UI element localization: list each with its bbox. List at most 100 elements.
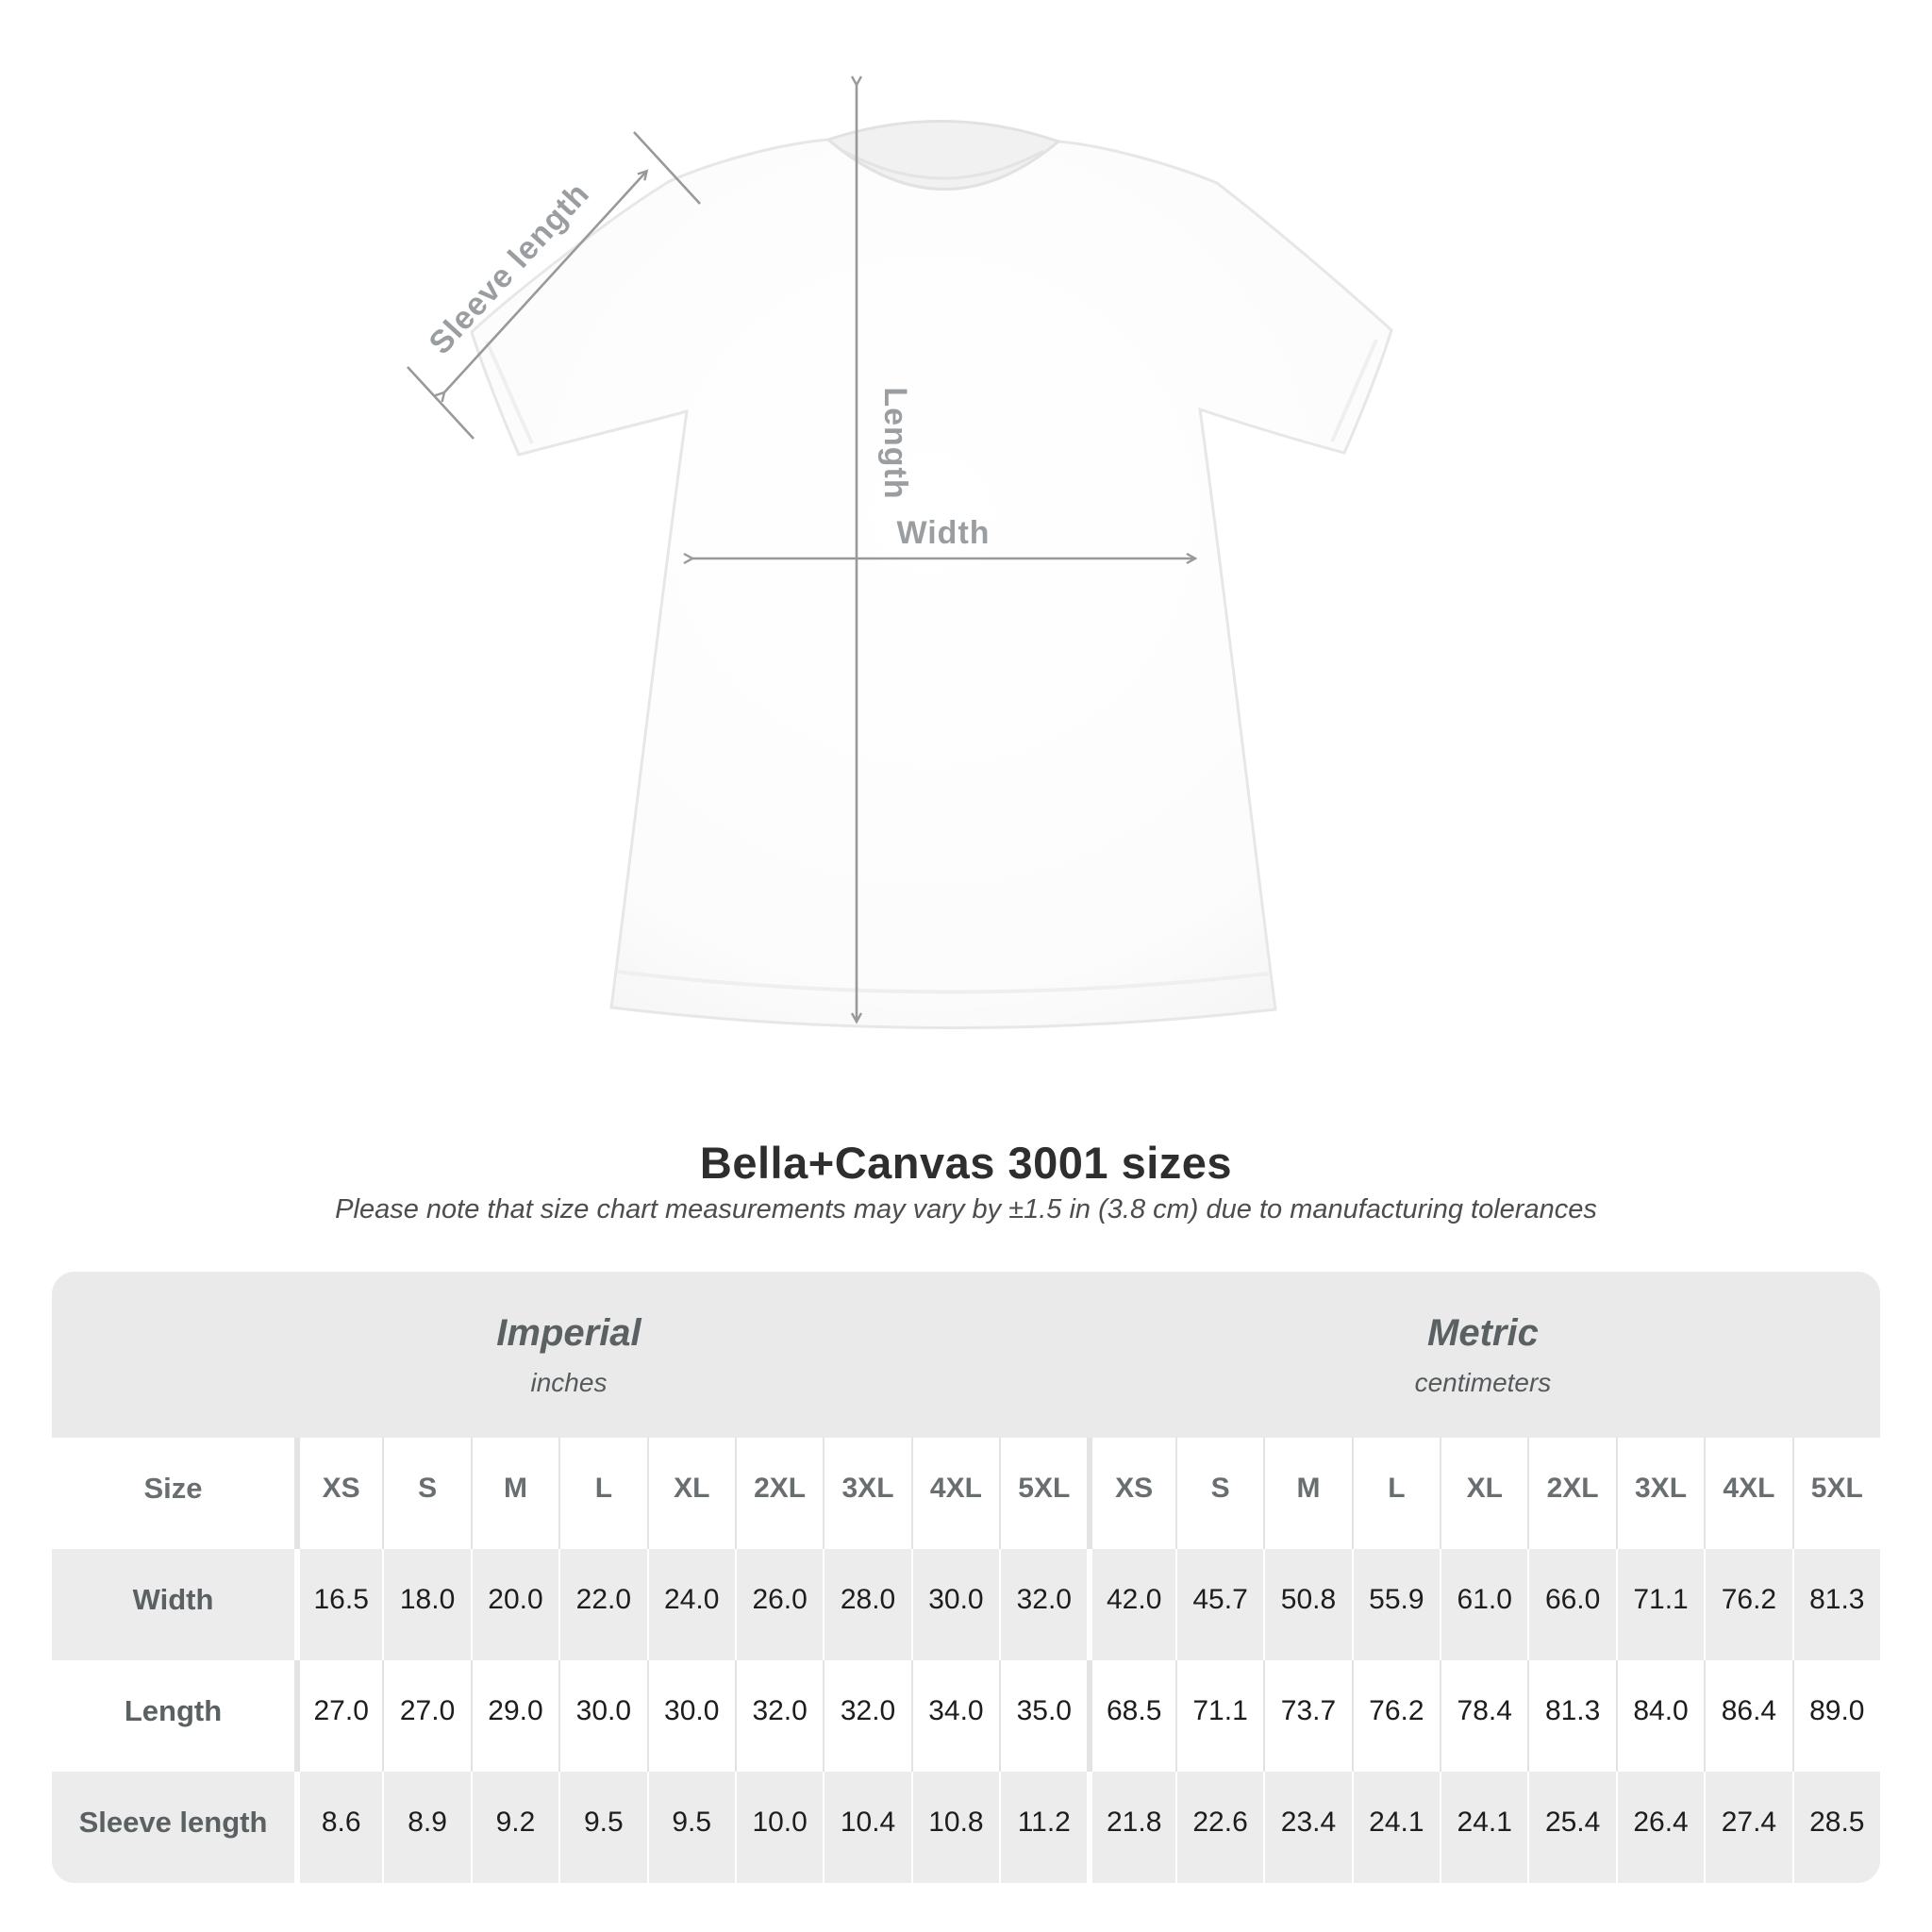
length-imperial-2xl: 32.0 — [734, 1660, 823, 1772]
size-header-metric-l: L — [1351, 1438, 1440, 1549]
row-label-length: Length — [124, 1694, 223, 1727]
tshirt-collar-opening — [824, 120, 1062, 191]
length-imperial-m: 29.0 — [470, 1660, 558, 1772]
sleeve-imperial-m: 9.2 — [470, 1772, 558, 1883]
size-header-imperial-l: L — [558, 1438, 646, 1549]
sleeve-imperial-l: 9.5 — [558, 1772, 646, 1883]
size-header-imperial-3xl: 3XL — [823, 1438, 910, 1549]
size-header-metric-xs: XS — [1087, 1438, 1174, 1549]
size-table: Imperial inches Metric centimeters Size … — [52, 1272, 1880, 1883]
width-imperial-5xl: 32.0 — [999, 1549, 1087, 1660]
sleeve-metric-s: 22.6 — [1174, 1772, 1263, 1883]
sleeve-imperial-5xl: 11.2 — [999, 1772, 1087, 1883]
length-label: Length — [877, 387, 913, 499]
imperial-title: Imperial — [496, 1311, 641, 1354]
length-metric-xs: 68.5 — [1087, 1660, 1174, 1772]
size-header-metric-5xl: 5XL — [1791, 1438, 1880, 1549]
tolerance-note: Please note that size chart measurements… — [335, 1194, 1597, 1224]
length-metric-m: 73.7 — [1263, 1660, 1351, 1772]
width-metric-l: 55.9 — [1351, 1549, 1440, 1660]
sleeve-imperial-xl: 9.5 — [646, 1772, 735, 1883]
length-metric-l: 76.2 — [1351, 1660, 1440, 1772]
length-imperial-4xl: 34.0 — [910, 1660, 999, 1772]
sleeve-imperial-3xl: 10.4 — [823, 1772, 910, 1883]
metric-title: Metric — [1427, 1311, 1539, 1354]
width-imperial-xs: 16.5 — [294, 1549, 382, 1660]
tshirt-body — [470, 138, 1393, 1030]
size-header-metric-s: S — [1174, 1438, 1263, 1549]
sleeve-length-end-tick-top — [633, 131, 701, 205]
size-header-imperial-xl: XL — [646, 1438, 735, 1549]
length-imperial-xs: 27.0 — [294, 1660, 382, 1772]
length-imperial-s: 27.0 — [382, 1660, 470, 1772]
width-metric-s: 45.7 — [1174, 1549, 1263, 1660]
row-label-sleeve-length: Sleeve length — [78, 1806, 268, 1839]
size-header-metric-2xl: 2XL — [1527, 1438, 1615, 1549]
width-imperial-3xl: 28.0 — [823, 1549, 910, 1660]
tshirt-diagram: Sleeve length Length Width — [407, 0, 1393, 1030]
tshirt-hem-seam — [617, 970, 1270, 994]
size-header-imperial-2xl: 2XL — [734, 1438, 823, 1549]
width-imperial-2xl: 26.0 — [734, 1549, 823, 1660]
sleeve-metric-m: 23.4 — [1263, 1772, 1351, 1883]
size-header-imperial-s: S — [382, 1438, 470, 1549]
size-header-metric-4xl: 4XL — [1704, 1438, 1791, 1549]
size-header-metric-xl: XL — [1440, 1438, 1527, 1549]
length-metric-s: 71.1 — [1174, 1660, 1263, 1772]
sleeve-metric-3xl: 26.4 — [1615, 1772, 1704, 1883]
length-imperial-xl: 30.0 — [646, 1660, 735, 1772]
tshirt-illustration — [470, 120, 1393, 1030]
size-corner-label: Size — [143, 1472, 203, 1505]
sleeve-length-arrow — [444, 172, 646, 392]
imperial-unit: inches — [530, 1367, 608, 1397]
width-metric-xs: 42.0 — [1087, 1549, 1174, 1660]
length-metric-4xl: 86.4 — [1704, 1660, 1791, 1772]
width-imperial-m: 20.0 — [470, 1549, 558, 1660]
width-metric-m: 50.8 — [1263, 1549, 1351, 1660]
tshirt-right-cuff-seam — [1330, 339, 1378, 442]
size-header-row: Size XS S M L XL 2XL 3XL 4XL 5XL XS S M … — [52, 1438, 1880, 1549]
length-imperial-3xl: 32.0 — [823, 1660, 910, 1772]
size-header-metric-3xl: 3XL — [1615, 1438, 1704, 1549]
sleeve-metric-5xl: 28.5 — [1791, 1772, 1880, 1883]
sleeve-imperial-s: 8.9 — [382, 1772, 470, 1883]
imperial-header: Imperial inches — [52, 1272, 1086, 1438]
sleeve-metric-4xl: 27.4 — [1704, 1772, 1791, 1883]
size-header-imperial-xs: XS — [294, 1438, 382, 1549]
tshirt-collar-band — [842, 149, 1044, 180]
row-label-width: Width — [132, 1583, 214, 1616]
width-imperial-4xl: 30.0 — [910, 1549, 999, 1660]
page-title: Bella+Canvas 3001 sizes — [699, 1138, 1233, 1188]
sleeve-imperial-2xl: 10.0 — [734, 1772, 823, 1883]
width-imperial-l: 22.0 — [558, 1549, 646, 1660]
dimension-arrows — [407, 85, 1194, 1021]
width-metric-4xl: 76.2 — [1704, 1549, 1791, 1660]
size-header-imperial-5xl: 5XL — [999, 1438, 1087, 1549]
length-imperial-l: 30.0 — [558, 1660, 646, 1772]
width-label: Width — [896, 515, 990, 551]
sleeve-metric-l: 24.1 — [1351, 1772, 1440, 1883]
length-metric-5xl: 89.0 — [1791, 1660, 1880, 1772]
metric-unit: centimeters — [1414, 1367, 1552, 1397]
size-header-metric-m: M — [1263, 1438, 1351, 1549]
table-row-length: Length 27.0 27.0 29.0 30.0 30.0 32.0 32.… — [52, 1660, 1880, 1772]
table-row-width: Width 16.5 18.0 20.0 22.0 24.0 26.0 28.0… — [52, 1549, 1880, 1660]
sleeve-metric-xl: 24.1 — [1440, 1772, 1527, 1883]
width-metric-3xl: 71.1 — [1615, 1549, 1704, 1660]
length-metric-3xl: 84.0 — [1615, 1660, 1704, 1772]
width-imperial-xl: 24.0 — [646, 1549, 735, 1660]
length-imperial-5xl: 35.0 — [999, 1660, 1087, 1772]
sleeve-imperial-4xl: 10.8 — [910, 1772, 999, 1883]
unit-header-band: Imperial inches Metric centimeters — [52, 1272, 1880, 1438]
width-metric-2xl: 66.0 — [1527, 1549, 1615, 1660]
length-metric-xl: 78.4 — [1440, 1660, 1527, 1772]
sleeve-metric-xs: 21.8 — [1087, 1772, 1174, 1883]
sleeve-length-end-tick-bottom — [407, 366, 475, 440]
length-metric-2xl: 81.3 — [1527, 1660, 1615, 1772]
size-header-imperial-4xl: 4XL — [910, 1438, 999, 1549]
metric-header: Metric centimeters — [1086, 1272, 1880, 1438]
width-metric-xl: 61.0 — [1440, 1549, 1527, 1660]
width-imperial-s: 18.0 — [382, 1549, 470, 1660]
sleeve-metric-2xl: 25.4 — [1527, 1772, 1615, 1883]
